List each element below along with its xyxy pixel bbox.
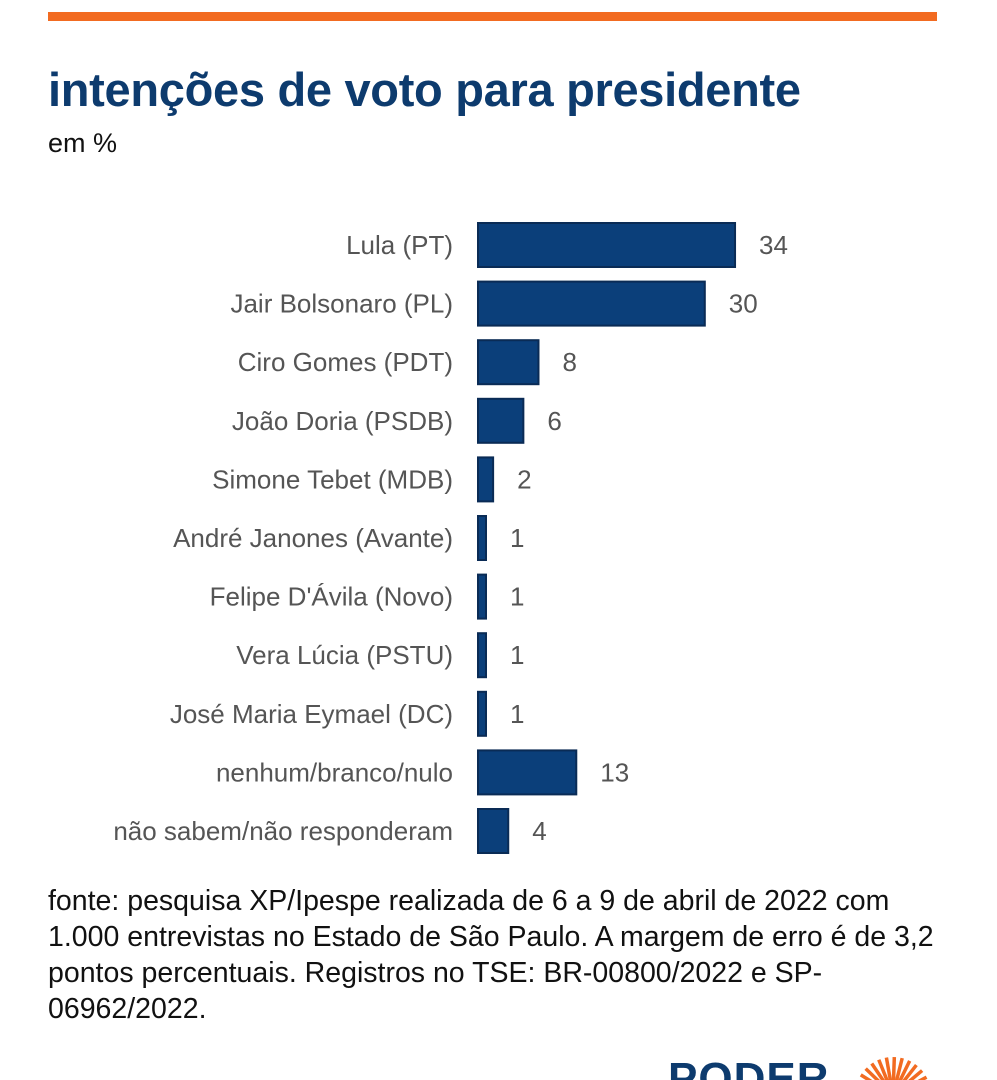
value-label: 30 [729,289,758,319]
sun-ray [917,1075,928,1080]
bar [477,573,487,620]
sun-ray [902,1063,918,1080]
sun-ray [864,1067,880,1080]
category-label: Felipe D'Ávila (Novo) [210,582,453,612]
bar [477,339,540,386]
bar [477,397,525,444]
category-label: José Maria Eymael (DC) [170,699,453,729]
sun-ray [859,1073,873,1080]
category-label: André Janones (Avante) [173,523,453,553]
sun-ray [877,1059,889,1080]
category-label: Jair Bolsonaro (PL) [230,289,453,319]
bar [477,280,706,327]
category-label: Simone Tebet (MDB) [212,464,453,494]
sun-ray [870,1062,885,1080]
category-label: Lula (PT) [346,230,453,260]
logo-wordmark: PODER [668,1054,830,1080]
top-accent-bar [48,12,937,21]
value-label: 13 [600,757,629,787]
value-label: 34 [759,230,788,260]
sun-logo-icon [859,1056,928,1080]
bar [477,690,487,737]
value-label: 1 [510,523,524,553]
bar [477,632,487,679]
sun-ray [884,1057,893,1080]
bar [477,808,510,854]
sun-ray [894,1057,904,1080]
bar [477,515,487,561]
chart-title: intenções de voto para presidente [48,63,801,116]
category-label: não sabem/não responderam [113,816,453,846]
category-label: Vera Lúcia (PSTU) [236,640,453,670]
bar [477,456,495,503]
value-label: 1 [510,699,524,729]
value-label: 1 [510,582,524,612]
poder-logo: PODER [668,1050,928,1080]
source-note: fonte: pesquisa XP/Ipespe realizada de 6… [48,885,934,1025]
sun-ray [891,1056,897,1080]
value-label: 6 [547,406,561,436]
bar-chart: Lula (PT) 34 Jair Bolsonaro (PL) 30 Ciro Gom… [113,222,788,854]
category-label: nenhum/branco/nulo [216,757,453,787]
value-label: 8 [562,347,576,377]
sun-ray [908,1069,924,1080]
value-label: 2 [517,464,531,494]
category-label: Ciro Gomes (PDT) [238,347,453,377]
value-label: 4 [532,816,546,846]
value-label: 1 [510,640,524,670]
chart-subtitle: em % [48,128,118,158]
bar [477,222,737,268]
category-label: João Doria (PSDB) [232,406,453,436]
sun-ray [898,1060,912,1080]
bar [477,749,578,796]
